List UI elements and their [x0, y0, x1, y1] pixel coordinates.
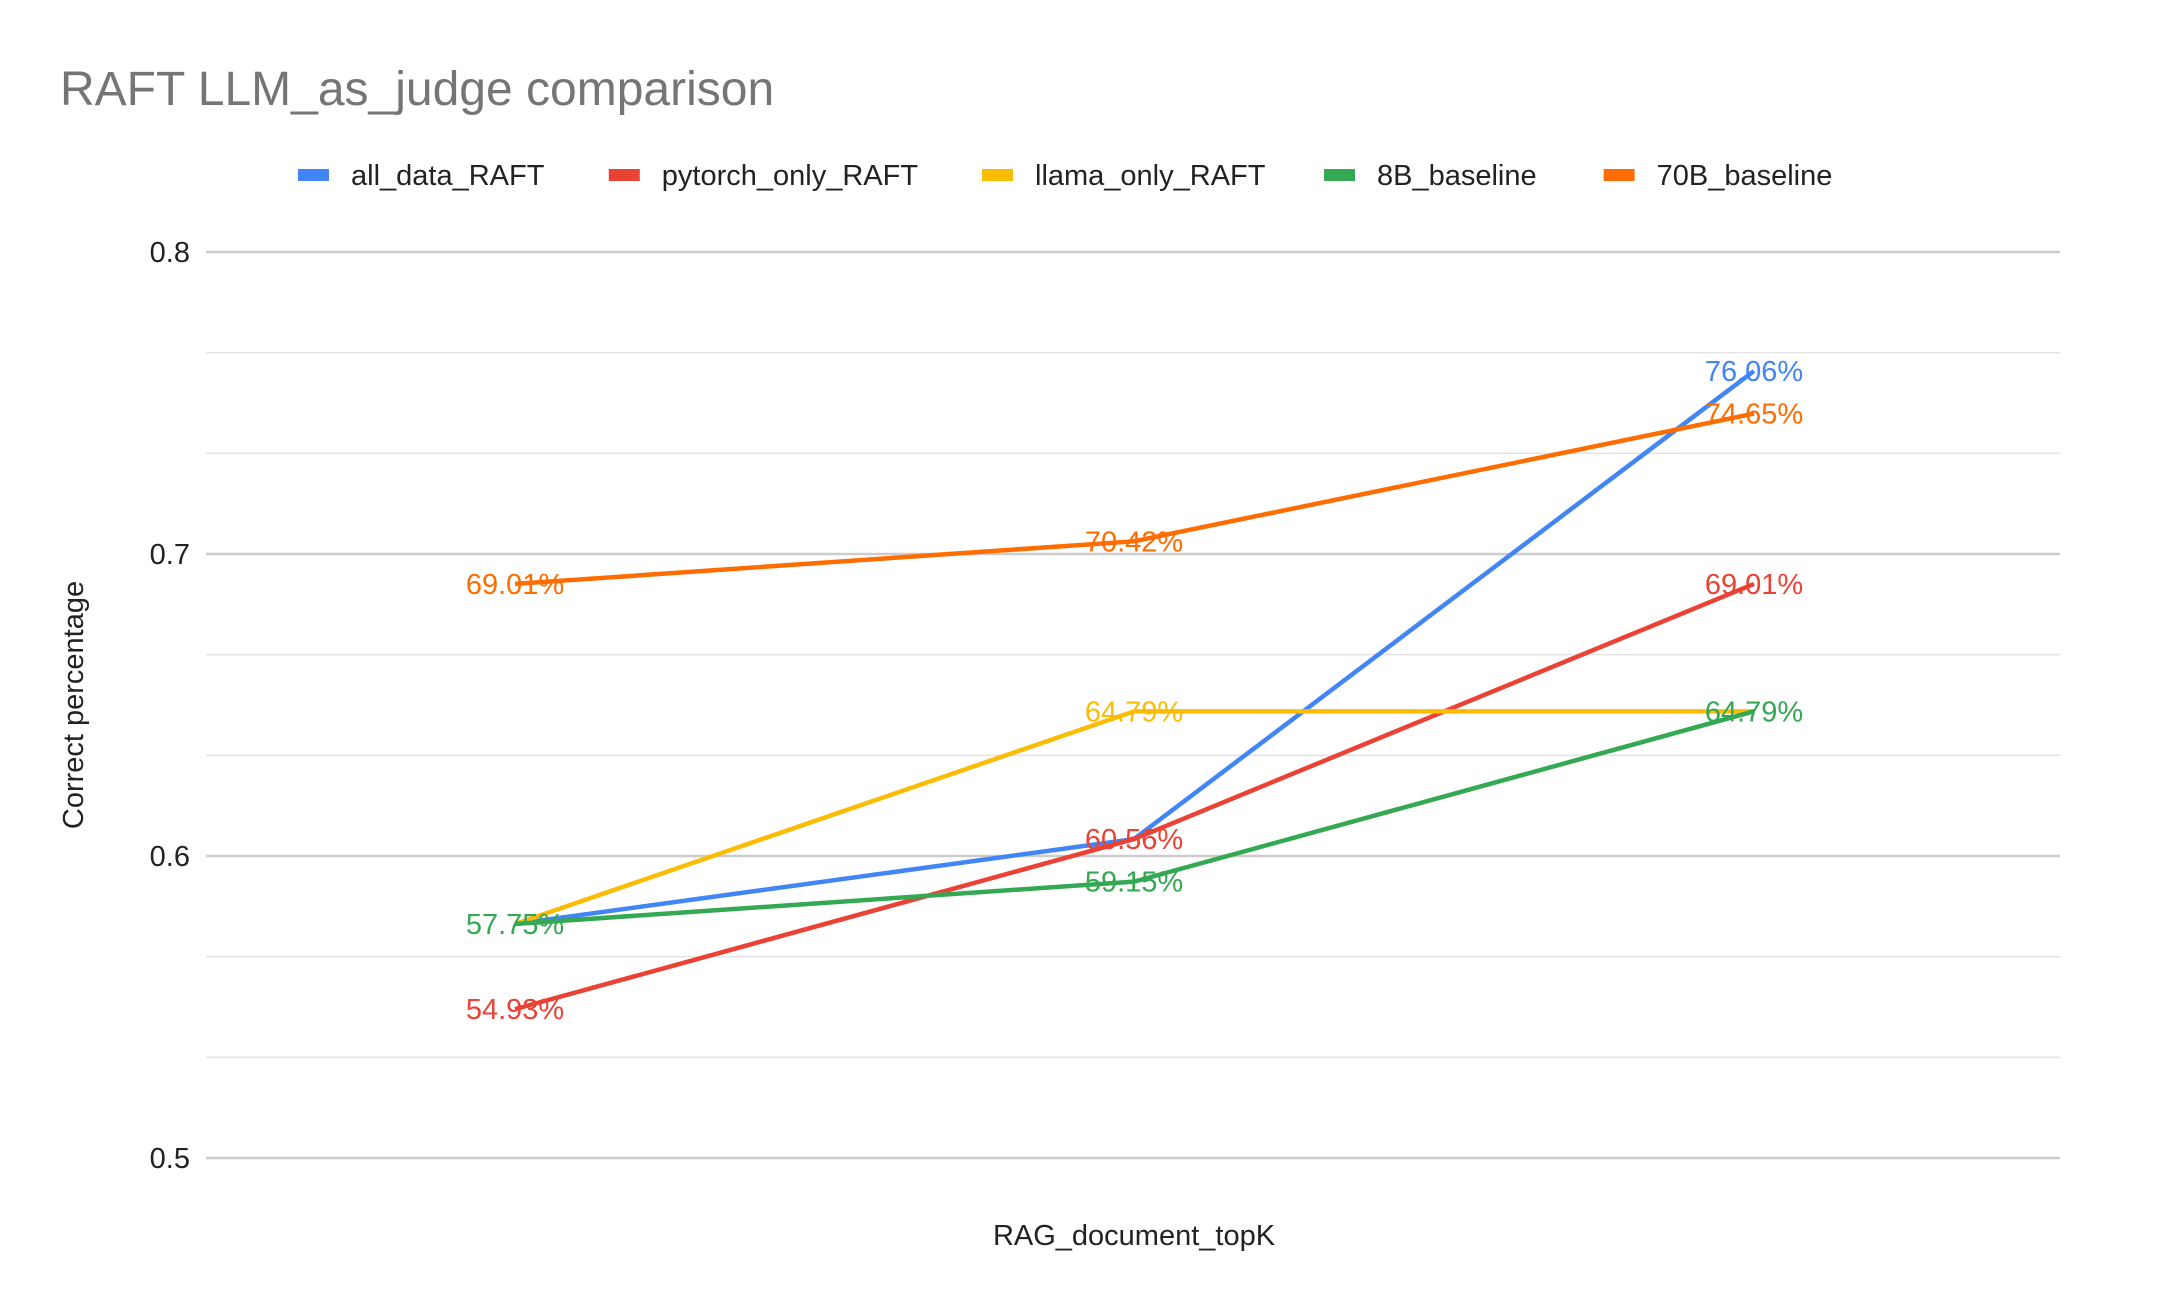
y-axis-label: Correct percentage: [58, 581, 90, 829]
series-lines: [514, 369, 1756, 1012]
data-label: 59.15%: [1085, 867, 1183, 899]
series-line-70B_baseline: [514, 411, 1755, 587]
y-tick-label: 0.5: [150, 1143, 190, 1175]
data-label: 57.75%: [466, 909, 564, 941]
chart-title: RAFT LLM_as_judge comparison: [60, 63, 774, 116]
gridlines: [206, 250, 2060, 1160]
series-line-8B_baseline: [514, 709, 1755, 927]
y-tick-label: 0.6: [150, 841, 190, 873]
data-label: 64.79%: [1085, 696, 1183, 728]
legend: all_data_RAFT pytorch_only_RAFT llama_only…: [298, 160, 1832, 192]
data-label: 64.79%: [1705, 696, 1803, 728]
legend-swatch: [608, 169, 640, 181]
legend-swatch: [982, 169, 1013, 181]
legend-label: 8B_baseline: [1377, 160, 1537, 192]
legend-label: llama_only_RAFT: [1035, 160, 1266, 192]
y-tick-label: 0.8: [150, 237, 190, 269]
series-line-llama_only_RAFT: [514, 709, 1754, 927]
data-label: 74.65%: [1705, 399, 1803, 431]
legend-label: all_data_RAFT: [351, 160, 545, 192]
legend-swatch: [1603, 169, 1635, 181]
data-label: 60.56%: [1085, 824, 1183, 856]
y-tick-label: 0.7: [150, 539, 190, 571]
legend-swatch: [1324, 169, 1355, 181]
y-axis-ticks: 0.5 0.6 0.7 0.8: [150, 237, 190, 1175]
data-label: 76.06%: [1705, 356, 1803, 388]
series-line-pytorch_only_RAFT: [514, 581, 1755, 1012]
legend-label: pytorch_only_RAFT: [662, 160, 919, 192]
x-axis-label: RAG_document_topK: [993, 1220, 1276, 1252]
data-label: 69.01%: [1705, 569, 1803, 601]
legend-swatch: [298, 169, 329, 181]
data-label: 70.42%: [1085, 526, 1183, 558]
data-label: 54.93%: [466, 994, 564, 1026]
data-labels: 76.06% 54.93% 60.56% 69.01% 64.79% 57.75% 59.1…: [466, 356, 1803, 1026]
legend-label: 70B_baseline: [1657, 160, 1833, 192]
data-label: 69.01%: [466, 569, 564, 601]
